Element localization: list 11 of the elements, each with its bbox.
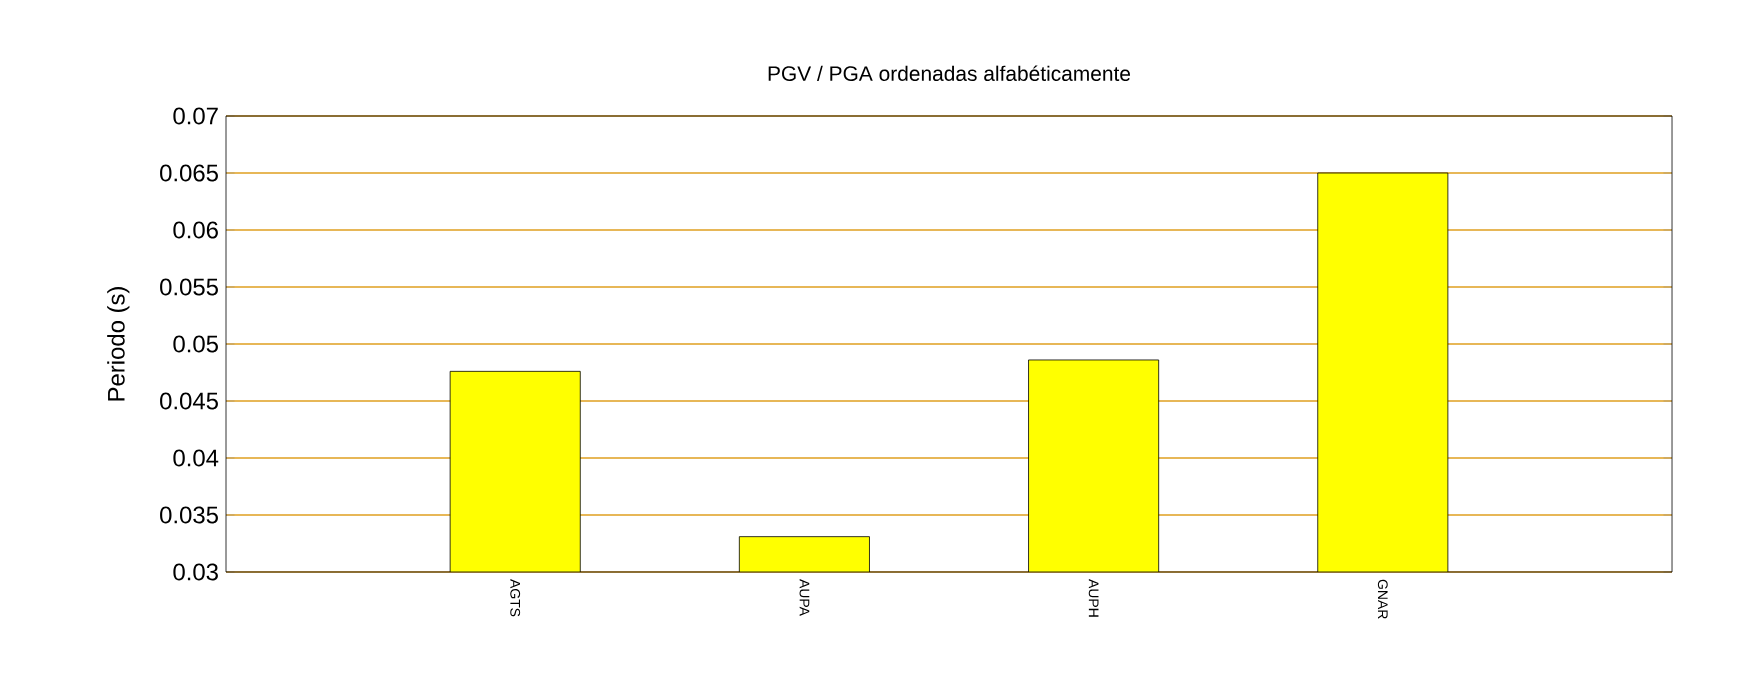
chart-title: PGV / PGA ordenadas alfabéticamente — [768, 65, 1131, 82]
y-tick-label: 0.06 — [173, 221, 218, 239]
y-tick-label: 0.055 — [160, 278, 218, 296]
y-tick-label: 0.07 — [173, 107, 218, 125]
y-tick-label: 0.03 — [173, 563, 218, 581]
y-tick-label: 0.035 — [160, 506, 218, 524]
y-axis-title: Periodo (s) — [107, 287, 130, 401]
y-tick-label: 0.05 — [173, 335, 218, 353]
y-tick-label: 0.04 — [173, 449, 219, 467]
y-tick-label: 0.045 — [160, 392, 218, 410]
y-tick-label: 0.065 — [160, 164, 218, 182]
